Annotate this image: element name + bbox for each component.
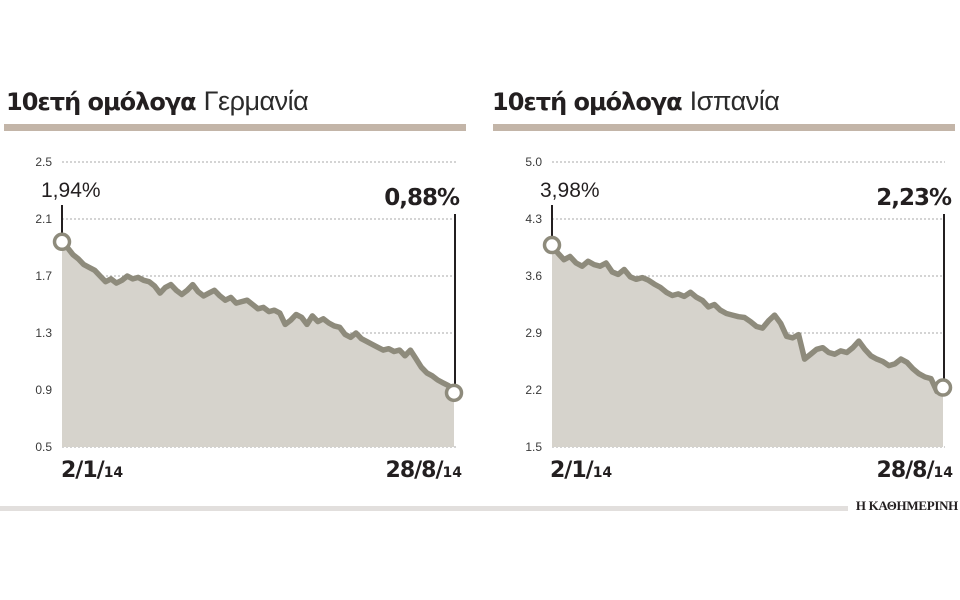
- yield-line: [549, 242, 946, 395]
- source-credit: Η ΚΑΘΗΜΕΡΙΝΗ: [855, 498, 958, 513]
- title-underline-bar: [4, 124, 466, 131]
- start-point-marker: [542, 235, 562, 255]
- chart-title-bold: 10ετή ομόλογα: [6, 88, 197, 116]
- start-point-marker: [52, 232, 72, 252]
- svg-text:0.5: 0.5: [35, 440, 52, 454]
- svg-text:4.3: 4.3: [525, 212, 542, 226]
- svg-text:2.9: 2.9: [525, 326, 542, 340]
- end-date-label: 28/8/14: [877, 458, 954, 483]
- end-value-label: 2,23%: [876, 185, 952, 211]
- title-underline-bar: [493, 124, 955, 131]
- y-axis-ticks: 2.5 2.1 1.7 1.3 0.9 0.5: [35, 155, 52, 454]
- end-point-marker: [444, 383, 464, 403]
- germany-chart-panel: 10ετή ομόλογα Γερμανία 2.5 2.1 1.7 1.3 0.9 0.5…: [0, 0, 480, 500]
- end-point-marker: [933, 378, 953, 397]
- svg-text:2.5: 2.5: [35, 155, 52, 169]
- svg-text:1.7: 1.7: [35, 269, 52, 283]
- chart-title-bold: 10ετή ομόλογα: [492, 88, 683, 116]
- area-fill: [552, 245, 943, 447]
- end-date-label: 28/8/14: [386, 458, 463, 483]
- spain-line-chart: 5.0 4.3 3.6 2.9 2.2 1.5 3,98% 2,23% 2/1/14 28…: [525, 155, 954, 483]
- chart-title: 10ετή ομόλογα Γερμανία: [6, 86, 309, 117]
- svg-text:2.2: 2.2: [525, 383, 542, 397]
- svg-text:5.0: 5.0: [525, 155, 542, 169]
- y-axis-ticks: 5.0 4.3 3.6 2.9 2.2 1.5: [525, 155, 542, 454]
- area-fill: [62, 241, 454, 447]
- start-date-label: 2/1/14: [550, 458, 612, 483]
- svg-text:2.1: 2.1: [35, 212, 52, 226]
- chart-title-country: Ισπανία: [689, 86, 780, 116]
- yield-line: [59, 239, 457, 396]
- svg-text:1.3: 1.3: [35, 326, 52, 340]
- spain-chart-panel: 10ετή ομόλογα Ισπανία 5.0 4.3 3.6 2.9 2.2 1.5 …: [490, 0, 960, 500]
- footer-divider: [0, 506, 848, 511]
- end-value-label: 0,88%: [384, 185, 460, 211]
- start-date-label: 2/1/14: [61, 458, 123, 483]
- svg-text:3.6: 3.6: [525, 269, 542, 283]
- start-value-label: 1,94%: [41, 179, 101, 202]
- chart-title: 10ετή ομόλογα Ισπανία: [492, 86, 780, 117]
- germany-line-chart: 2.5 2.1 1.7 1.3 0.9 0.5 1,94% 0,88% 2/1/14 28…: [35, 155, 464, 483]
- svg-text:1.5: 1.5: [525, 440, 542, 454]
- chart-title-country: Γερμανία: [203, 86, 309, 116]
- start-value-label: 3,98%: [540, 179, 600, 202]
- svg-text:0.9: 0.9: [35, 383, 52, 397]
